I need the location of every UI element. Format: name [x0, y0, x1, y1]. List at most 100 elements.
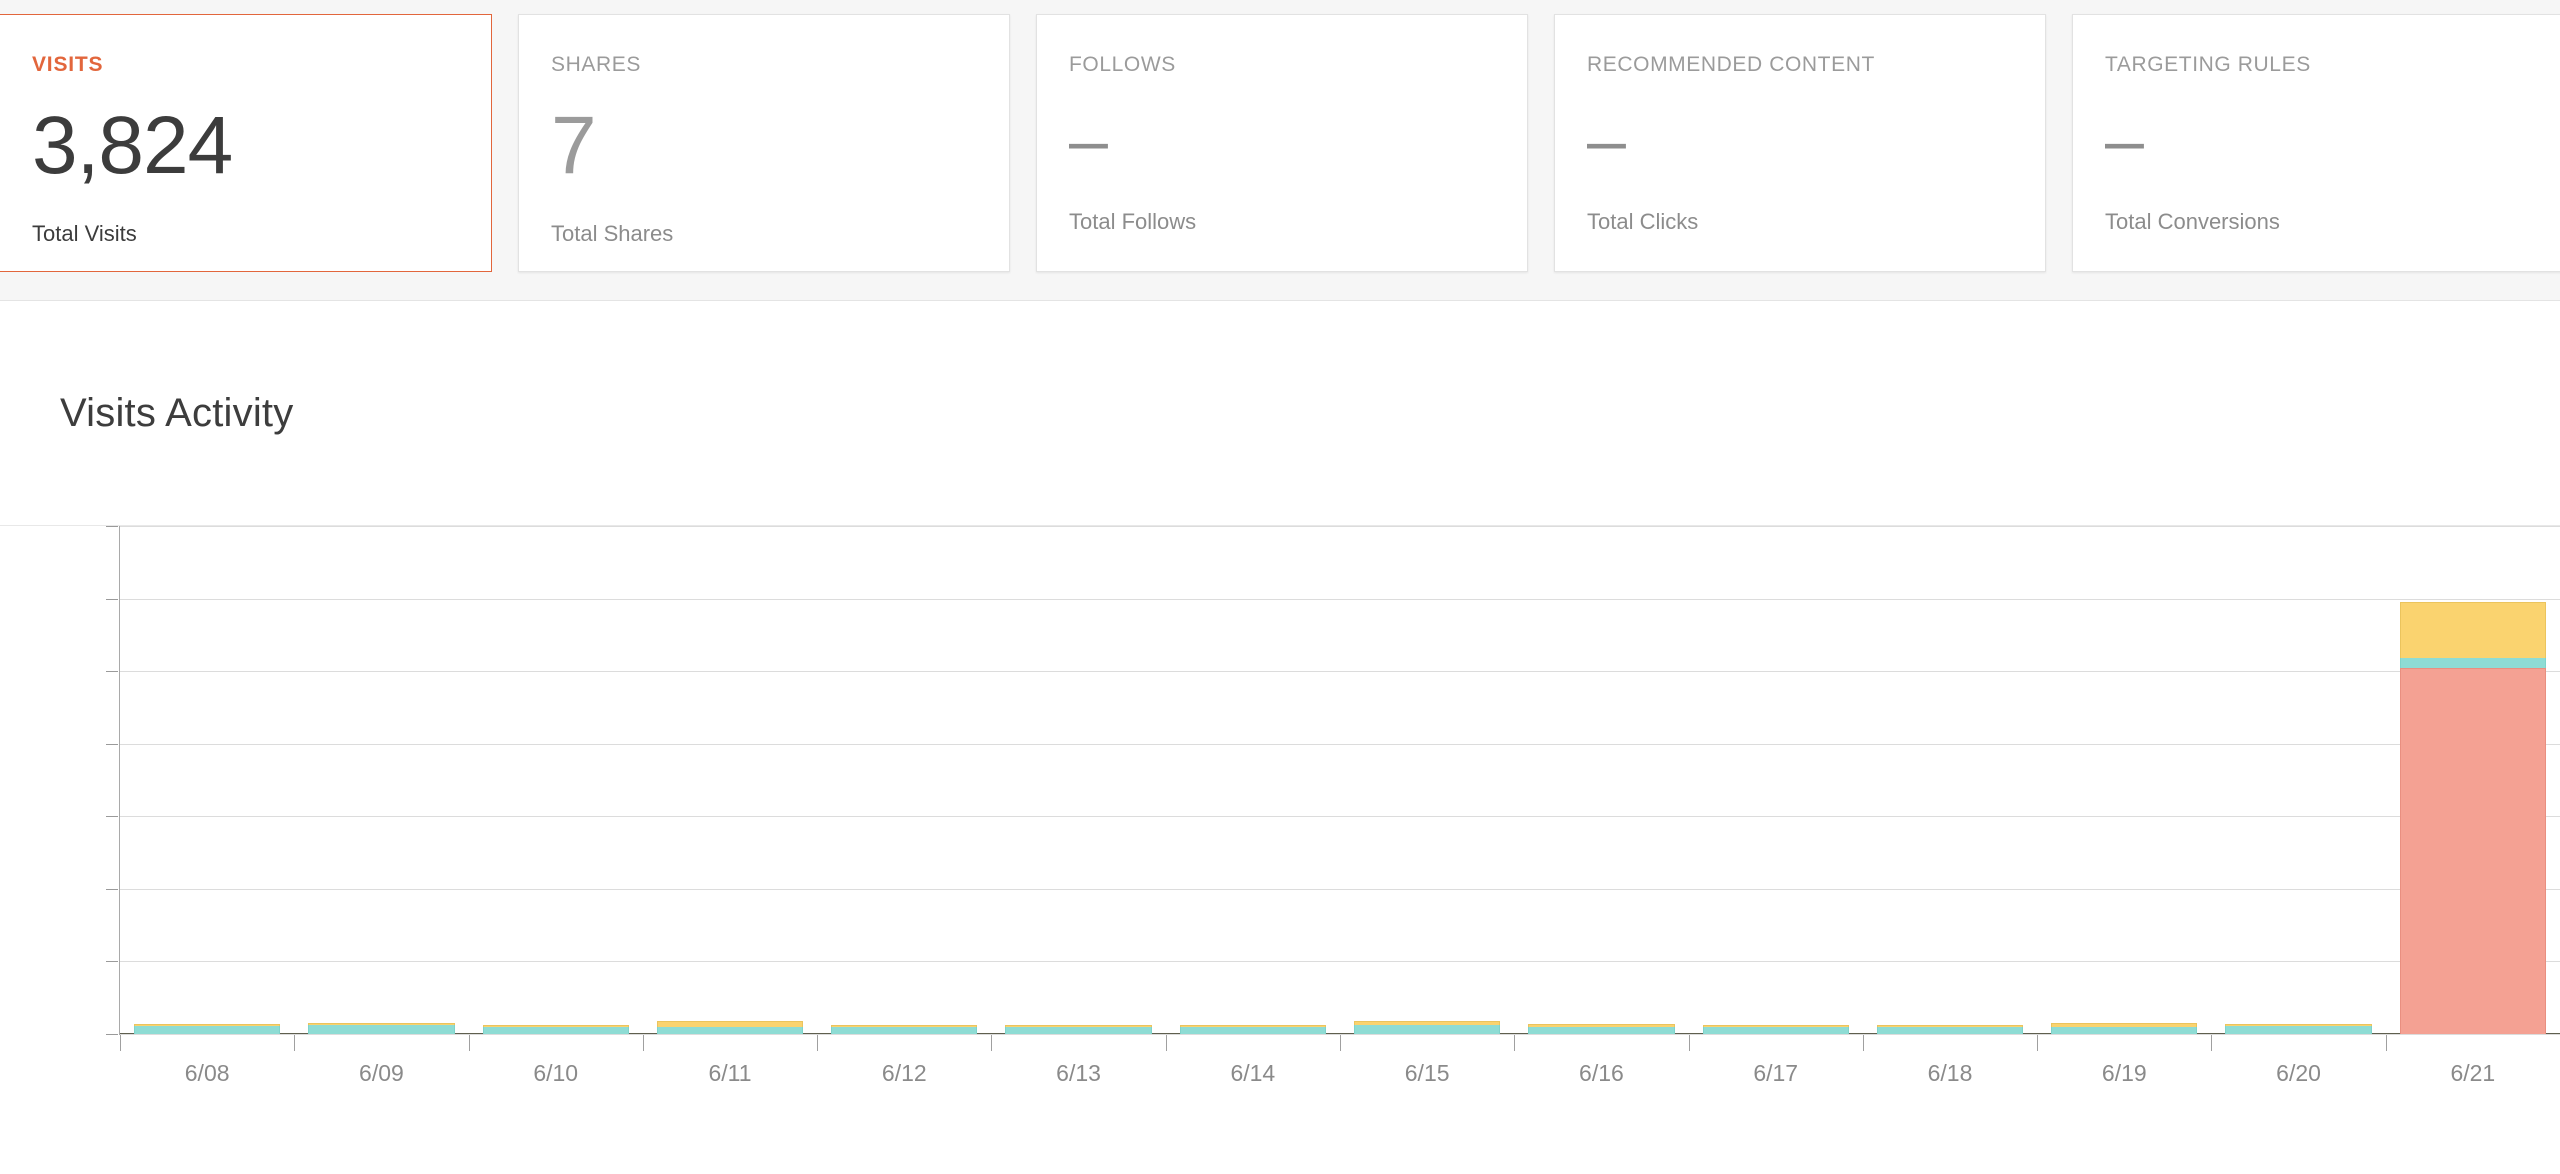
y-tick-mark — [106, 526, 118, 527]
bar-stack[interactable] — [1528, 1023, 1675, 1034]
gridline — [120, 526, 2560, 527]
bar-segment-campaign — [1005, 1025, 1152, 1028]
kpi-card-value: – — [1069, 101, 1108, 179]
kpi-card-recommended-content[interactable]: RECOMMENDED CONTENT – Total Clicks — [1554, 14, 2046, 272]
x-tick-mark — [1862, 1035, 1864, 1051]
bar-segment-campaign — [482, 1025, 629, 1028]
x-axis-tick-label: 6/16 — [1579, 1060, 1624, 1086]
bar-segment-campaign — [1876, 1025, 2024, 1028]
x-tick-mark — [817, 1035, 819, 1051]
bar-stack[interactable] — [2051, 1023, 2198, 1034]
kpi-card-value: 7 — [551, 100, 597, 191]
bar-segment-campaign — [2051, 1023, 2198, 1028]
bar-slot[interactable] — [1863, 526, 2037, 1034]
bar-stack[interactable] — [1876, 1025, 2024, 1034]
bar-segment-campaign — [2399, 601, 2547, 659]
x-tick-mark — [294, 1035, 296, 1051]
kpi-card-sublabel: Total Conversions — [2105, 209, 2280, 234]
bar-segment-referral — [1005, 1027, 1152, 1034]
bar-stack[interactable] — [656, 1020, 804, 1034]
x-tick-mark — [2385, 1035, 2387, 1051]
bar-stack[interactable] — [1179, 1024, 1327, 1034]
y-tick-mark — [106, 816, 118, 818]
bar-segment-referral — [2051, 1027, 2198, 1034]
gridline — [120, 743, 2560, 745]
gridline — [120, 888, 2560, 890]
x-axis-tick-label: 6/20 — [2276, 1060, 2321, 1086]
bar-stack[interactable] — [1702, 1024, 1849, 1034]
chart-header: Visits Activity — [0, 301, 2560, 526]
kpi-card-sublabel: Total Shares — [551, 221, 674, 246]
x-axis-tick-label: 6/15 — [1404, 1060, 1450, 1086]
y-axis-line — [119, 526, 120, 1035]
bar-stack[interactable] — [133, 1024, 281, 1034]
bar-slot[interactable] — [817, 526, 991, 1034]
x-axis-tick-label: 6/14 — [1230, 1060, 1276, 1086]
bar-segment-referral — [2399, 658, 2547, 668]
bar-segment-referral — [2225, 1026, 2372, 1034]
kpi-card-title: TARGETING RULES — [2105, 53, 2311, 76]
bar-segment-referral — [308, 1025, 455, 1034]
bar-slot[interactable] — [2037, 526, 2211, 1034]
bar-segment-campaign — [656, 1020, 804, 1027]
kpi-card-sublabel: Total Clicks — [1587, 209, 1699, 234]
x-tick-mark — [1340, 1035, 1341, 1051]
bar-slot[interactable] — [1340, 526, 1514, 1034]
bar-slot[interactable] — [120, 526, 294, 1034]
bar-slot[interactable] — [294, 526, 468, 1034]
bar-segment-referral — [1528, 1026, 1675, 1034]
bar-segment-referral — [1353, 1025, 1501, 1034]
bar-slot[interactable] — [1514, 526, 1688, 1034]
bar-slot[interactable] — [643, 526, 817, 1034]
bar-segment-campaign — [2225, 1024, 2372, 1027]
gridline — [120, 1034, 2560, 1035]
y-tick-mark — [106, 961, 118, 963]
x-tick-mark — [1165, 1035, 1167, 1051]
bar-segment-campaign — [1179, 1024, 1327, 1027]
bar-slot[interactable] — [469, 526, 643, 1034]
x-axis-tick-label: 6/11 — [708, 1060, 752, 1086]
x-tick-mark — [2037, 1035, 2039, 1051]
bar-slot[interactable] — [2211, 526, 2385, 1034]
kpi-cards-strip: VISITS 3,824 Total Visits SHARES 7 Total… — [0, 0, 2560, 300]
y-tick-mark — [106, 598, 118, 600]
x-axis-tick-label: 6/12 — [881, 1060, 927, 1086]
visits-activity-panel: Visits Activity 05001,0001,5002,0002,500… — [0, 300, 2560, 1174]
kpi-card-title: VISITS — [32, 53, 104, 76]
kpi-card-targeting-rules[interactable]: TARGETING RULES – Total Conversions — [2072, 14, 2560, 272]
bar-stack[interactable] — [831, 1024, 978, 1034]
bar-slot[interactable] — [1166, 526, 1340, 1034]
bar-slot[interactable] — [1689, 526, 1863, 1034]
bar-stack[interactable] — [2399, 601, 2547, 1034]
bar-stack[interactable] — [1353, 1020, 1501, 1034]
kpi-card-value: – — [2105, 101, 2144, 179]
bar-chart[interactable]: 05001,0001,5002,0002,5003,0003,500 6/086… — [106, 526, 2560, 1086]
y-tick-mark — [106, 671, 118, 673]
kpi-card-title: RECOMMENDED CONTENT — [1587, 53, 1875, 76]
y-tick-mark — [106, 888, 118, 890]
bar-segment-campaign — [133, 1024, 281, 1027]
chart-plot-wrapper: 05001,0001,5002,0002,5003,0003,500 6/086… — [0, 526, 2560, 1174]
bar-segment-referral — [831, 1026, 978, 1034]
x-axis-tick-label: 6/13 — [1056, 1060, 1101, 1086]
bar-slot[interactable] — [2386, 526, 2560, 1034]
bar-segment-direct — [2399, 667, 2547, 1034]
page-title: Visits Activity — [60, 390, 294, 435]
bar-segment-campaign — [1702, 1024, 1849, 1028]
bar-stack[interactable] — [482, 1025, 629, 1034]
gridline — [120, 816, 2560, 818]
bar-slot[interactable] — [991, 526, 1165, 1034]
bar-stack[interactable] — [308, 1023, 455, 1034]
bar-segment-campaign — [308, 1023, 455, 1026]
kpi-card-shares[interactable]: SHARES 7 Total Shares — [518, 14, 1010, 272]
bar-stack[interactable] — [2225, 1024, 2372, 1034]
bar-stack[interactable] — [1005, 1025, 1152, 1034]
bar-segment-referral — [482, 1027, 629, 1034]
x-tick-mark — [991, 1035, 993, 1051]
kpi-card-sublabel: Total Follows — [1069, 209, 1197, 234]
y-tick-mark — [106, 1034, 118, 1035]
x-axis-tick-label: 6/10 — [533, 1060, 579, 1086]
kpi-card-visits[interactable]: VISITS 3,824 Total Visits — [0, 14, 492, 272]
kpi-card-value: 3,824 — [32, 100, 233, 191]
kpi-card-follows[interactable]: FOLLOWS – Total Follows — [1036, 14, 1528, 272]
